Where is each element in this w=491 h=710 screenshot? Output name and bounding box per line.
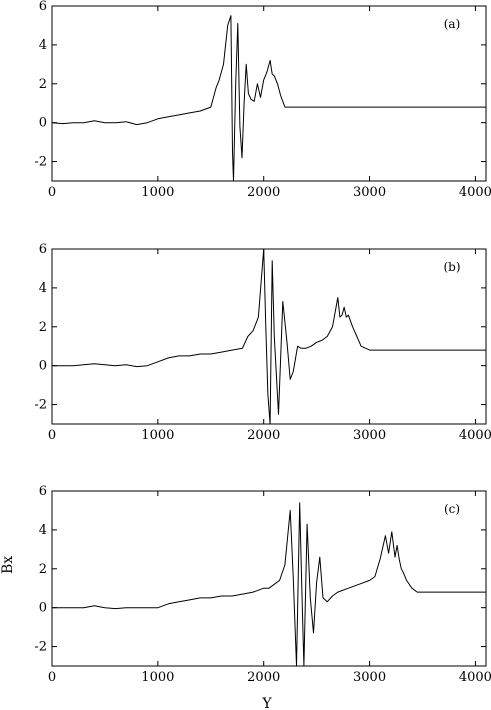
y-tick-label: 4 — [39, 38, 47, 53]
y-tick-label: 2 — [39, 320, 47, 335]
x-axis-title: Y — [261, 696, 272, 710]
y-tick-label: 4 — [39, 523, 47, 538]
y-tick-label: 0 — [39, 116, 47, 131]
series-line — [52, 15, 486, 181]
y-tick-label: 0 — [39, 359, 47, 374]
x-tick-label: 0 — [48, 428, 56, 443]
x-tick-label: 3000 — [353, 428, 386, 443]
y-tick-label: 4 — [39, 281, 47, 296]
y-tick-label: -2 — [34, 155, 47, 170]
y-tick-label: 6 — [39, 484, 47, 499]
y-axis-title: Bx — [0, 556, 16, 574]
plot-frame — [51, 5, 487, 182]
x-tick-label: 4000 — [459, 670, 491, 685]
x-tick-label: 0 — [48, 670, 56, 685]
panel-label: (c) — [444, 502, 460, 516]
x-tick-label: 1000 — [141, 670, 174, 685]
x-tick-label: 0 — [48, 185, 56, 200]
x-tick-label: 3000 — [353, 670, 386, 685]
y-tick-label: 2 — [39, 562, 47, 577]
x-tick-label: 1000 — [141, 428, 174, 443]
y-tick-label: -2 — [34, 398, 47, 413]
panel-label: (a) — [444, 17, 461, 31]
y-tick-label: 6 — [39, 242, 47, 257]
y-tick-label: -2 — [34, 640, 47, 655]
x-tick-label: 2000 — [247, 670, 280, 685]
x-tick-label: 3000 — [353, 185, 386, 200]
panel-label: (b) — [443, 260, 460, 274]
series-line — [52, 502, 486, 666]
x-tick-label: 2000 — [247, 428, 280, 443]
x-tick-label: 4000 — [459, 428, 491, 443]
y-tick-label: 2 — [39, 77, 47, 92]
x-tick-label: 2000 — [247, 185, 280, 200]
y-tick-label: 6 — [39, 0, 47, 14]
x-tick-label: 4000 — [459, 185, 491, 200]
plot-frame — [51, 248, 487, 425]
plot-frame — [51, 490, 487, 667]
y-tick-label: 0 — [39, 601, 47, 616]
series-line — [52, 249, 486, 424]
x-tick-label: 1000 — [141, 185, 174, 200]
